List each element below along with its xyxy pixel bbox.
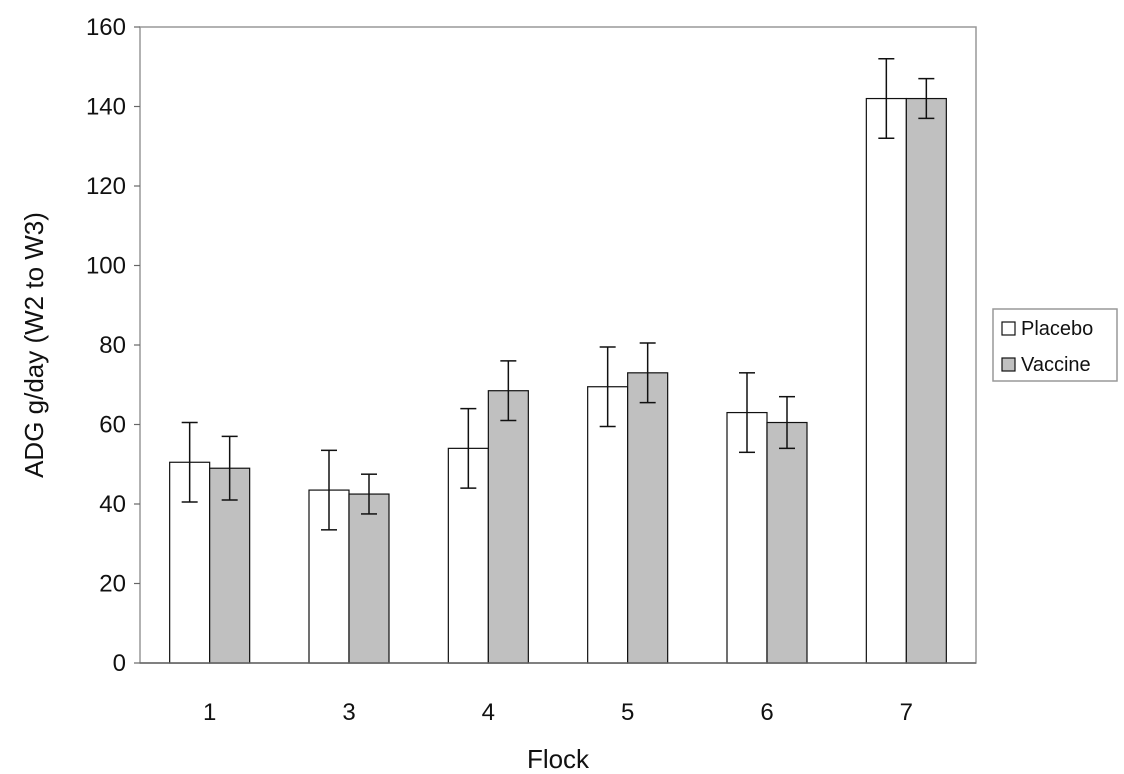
y-tick-label: 80: [99, 332, 126, 359]
bar-placebo-flock-6: [726, 411, 768, 664]
x-tick-label: 5: [621, 699, 634, 726]
legend-label-placebo: Placebo: [1021, 318, 1093, 340]
bar-vaccine-flock-7: [905, 97, 947, 664]
y-axis-title: ADG g/day (W2 to W3): [19, 212, 49, 478]
y-axis-ticks: 0 20 40 60 80 100 120 140 160: [86, 14, 140, 677]
y-tick-label: 100: [86, 253, 126, 280]
y-tick-label: 120: [86, 173, 126, 200]
y-tick-label: 0: [113, 650, 126, 677]
x-tick-label: 1: [203, 699, 216, 726]
bars: [169, 97, 947, 664]
legend: Placebo Vaccine: [992, 308, 1118, 382]
x-axis-ticks: 1 3 4 5 6 7: [203, 699, 913, 726]
y-tick-label: 20: [99, 571, 126, 598]
legend-swatch-placebo: [1001, 321, 1016, 336]
bar-vaccine-flock-3: [348, 493, 390, 664]
x-tick-label: 4: [482, 699, 495, 726]
x-tick-label: 6: [760, 699, 773, 726]
bar-placebo-flock-7: [865, 97, 907, 664]
x-axis-title: Flock: [527, 744, 590, 774]
bar-vaccine-flock-4: [487, 390, 529, 664]
error-bars: [181, 58, 935, 531]
bar-placebo-flock-5: [587, 386, 629, 664]
x-tick-label: 3: [342, 699, 355, 726]
y-tick-label: 60: [99, 412, 126, 439]
y-tick-label: 40: [99, 491, 126, 518]
legend-label-vaccine: Vaccine: [1021, 354, 1091, 376]
x-tick-label: 7: [900, 699, 913, 726]
y-tick-label: 140: [86, 94, 126, 121]
plot-area: [139, 26, 977, 664]
bar-vaccine-flock-5: [627, 372, 669, 664]
bar-vaccine-flock-6: [766, 421, 808, 664]
legend-swatch-vaccine: [1001, 357, 1016, 372]
y-tick-label: 160: [86, 14, 126, 41]
